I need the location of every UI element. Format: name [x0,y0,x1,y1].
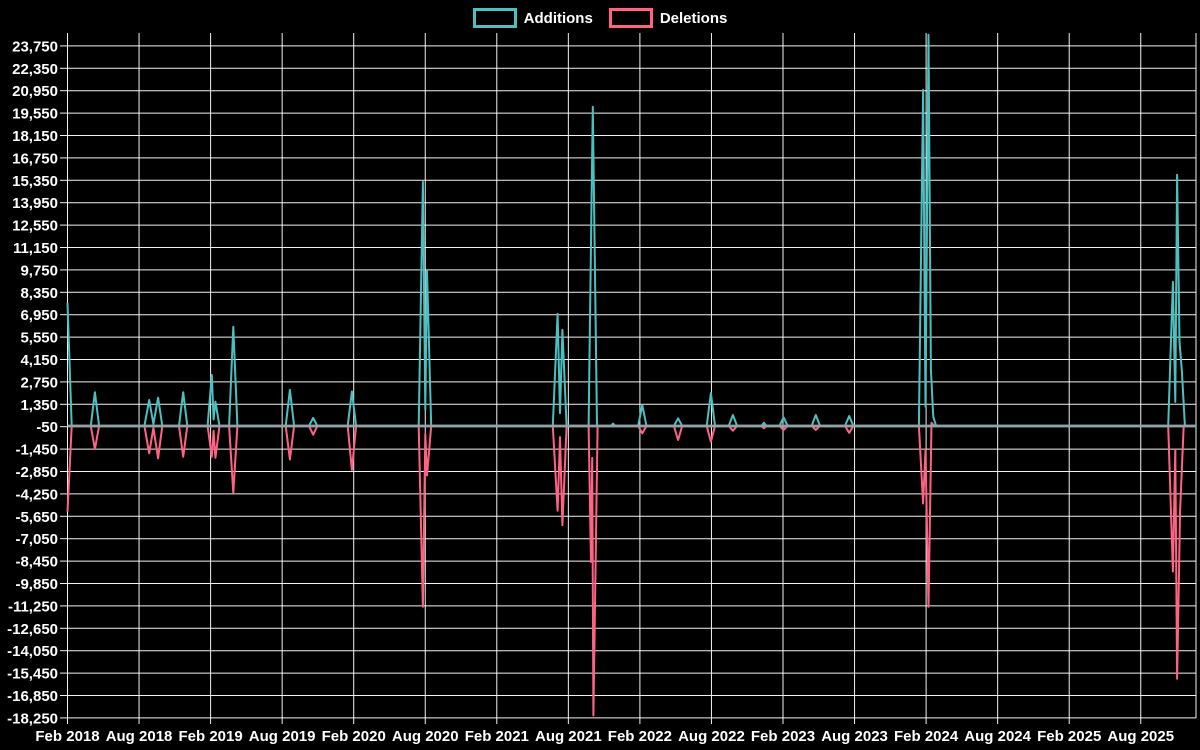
y-tick-label: -8,450 [15,554,58,571]
x-tick-label: Aug 2024 [964,728,1031,745]
x-tick-label: Feb 2019 [178,728,242,745]
x-tick-label: Feb 2018 [35,728,99,745]
y-tick-label: -5,650 [15,509,58,526]
x-tick-label: Feb 2020 [322,728,386,745]
x-tick-label: Aug 2023 [821,728,888,745]
deletions-swatch-icon [608,8,653,28]
y-tick-label: 20,950 [12,83,58,100]
x-tick-label: Aug 2020 [392,728,459,745]
y-tick-label: 15,350 [12,173,58,190]
y-tick-label: 19,550 [12,106,58,123]
y-tick-label: 18,150 [12,128,58,145]
y-tick-label: -16,850 [7,688,58,705]
y-tick-label: 13,950 [12,195,58,212]
y-tick-label: -15,450 [7,666,58,683]
y-tick-label: -14,050 [7,643,58,660]
legend-item-additions[interactable]: Additions [472,8,593,28]
y-tick-label: -2,850 [15,464,58,481]
x-tick-label: Feb 2023 [751,728,815,745]
deletions-line [66,421,1196,717]
y-tick-label: 23,750 [12,38,58,55]
x-tick-label: Aug 2021 [535,728,602,745]
legend-item-deletions[interactable]: Deletions [608,8,728,28]
y-tick-label: -11,250 [8,598,58,615]
x-tick-label: Feb 2022 [608,728,672,745]
y-tick-label: 16,750 [12,150,58,167]
y-tick-label: -4,250 [15,486,58,503]
x-tick-label: Feb 2025 [1037,728,1101,745]
legend-label-deletions: Deletions [659,9,728,27]
x-tick-label: Aug 2025 [1107,728,1174,745]
y-tick-label: 9,750 [20,262,58,279]
y-tick-label: -12,650 [7,621,58,638]
y-tick-label: 1,350 [20,397,58,414]
y-tick-label: 2,750 [20,374,58,391]
y-tick-label: -50 [36,419,58,436]
y-tick-label: -9,850 [15,576,58,593]
y-tick-label: 4,150 [20,352,58,369]
x-tick-label: Feb 2021 [465,728,529,745]
y-tick-label: 12,550 [12,218,58,235]
y-tick-label: -18,250 [7,710,58,727]
x-tick-label: Aug 2018 [106,728,173,745]
y-tick-label: 5,550 [20,330,58,347]
y-tick-label: 22,350 [12,61,58,78]
x-tick-label: Feb 2024 [894,728,959,745]
legend-label-additions: Additions [523,9,593,27]
x-tick-label: Aug 2019 [249,728,316,745]
y-tick-label: -7,050 [15,531,58,548]
chart-legend: Additions Deletions [0,8,1200,28]
y-tick-label: -1,450 [15,442,58,459]
additions-line [66,33,1196,427]
additions-swatch-icon [472,8,517,28]
y-tick-label: 6,950 [20,307,58,324]
x-tick-label: Aug 2022 [678,728,745,745]
y-tick-label: 8,350 [20,285,58,302]
y-tick-label: 11,150 [13,240,58,257]
